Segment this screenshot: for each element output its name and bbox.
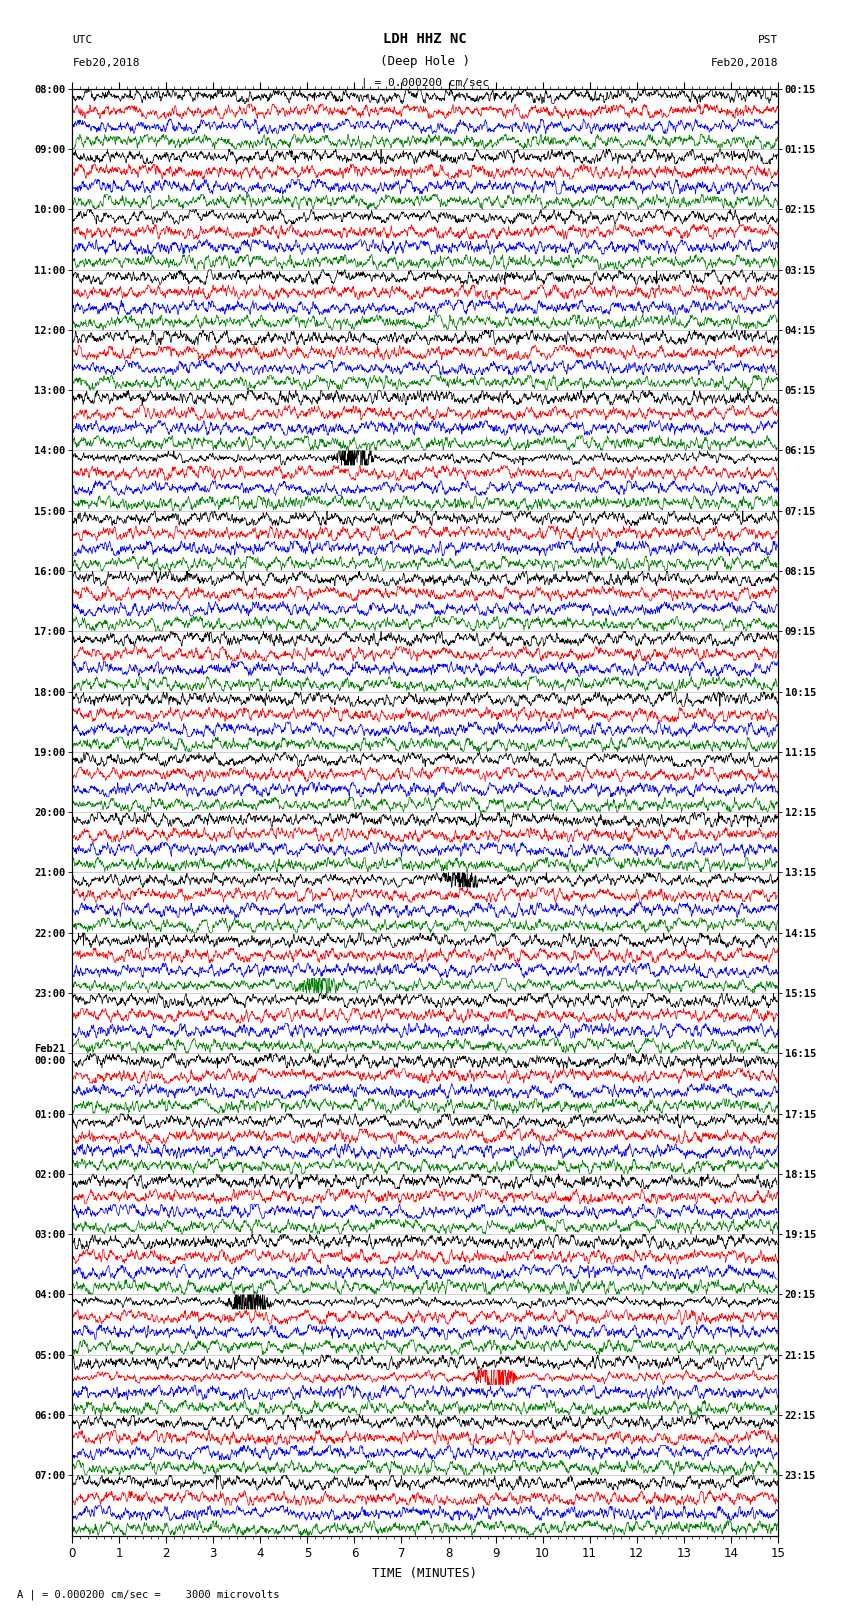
Text: UTC: UTC <box>72 35 93 45</box>
Text: Feb20,2018: Feb20,2018 <box>711 58 778 68</box>
Text: LDH HHZ NC: LDH HHZ NC <box>383 32 467 47</box>
Text: PST: PST <box>757 35 778 45</box>
X-axis label: TIME (MINUTES): TIME (MINUTES) <box>372 1568 478 1581</box>
Text: A | = 0.000200 cm/sec =    3000 microvolts: A | = 0.000200 cm/sec = 3000 microvolts <box>17 1589 280 1600</box>
Text: (Deep Hole ): (Deep Hole ) <box>380 55 470 68</box>
Text: Feb20,2018: Feb20,2018 <box>72 58 139 68</box>
Text: | = 0.000200 cm/sec: | = 0.000200 cm/sec <box>361 77 489 89</box>
